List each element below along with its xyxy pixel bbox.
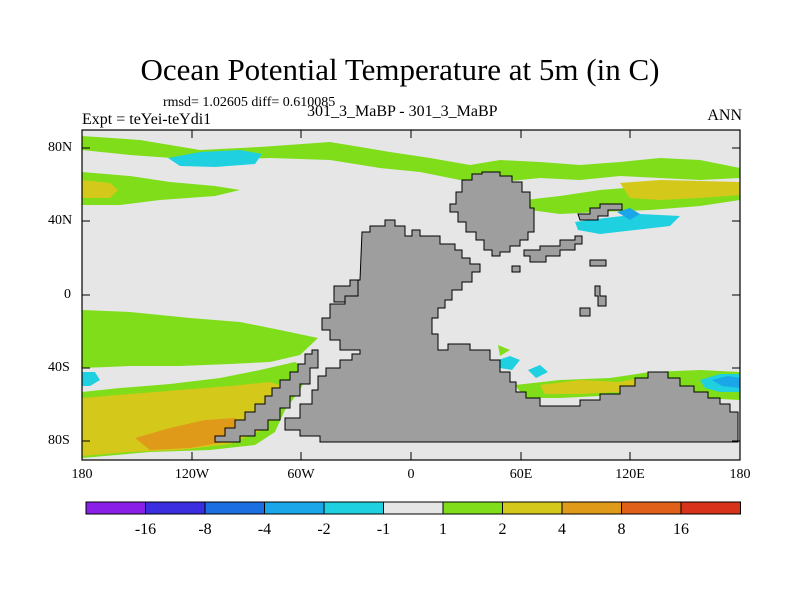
y-tick-label: 80S <box>48 433 70 448</box>
colorbar-label: 8 <box>617 521 626 538</box>
anomaly-region <box>617 208 640 220</box>
anomaly-region <box>168 150 262 167</box>
anomaly-region <box>620 180 740 200</box>
colorbar-box <box>442 501 503 515</box>
colorbar-box <box>85 501 146 515</box>
x-tick-label: 180 <box>71 467 93 482</box>
colorbar-box <box>323 501 384 515</box>
colorbar-box <box>621 501 682 515</box>
season-label: ANN <box>707 107 742 124</box>
x-tick-label: 60E <box>509 467 533 482</box>
anomaly-region <box>82 136 740 182</box>
colorbar-box <box>680 501 741 515</box>
anomaly-region <box>575 214 680 234</box>
land-mass <box>589 259 607 267</box>
colorbar-label: 2 <box>498 521 507 538</box>
land-mass <box>511 265 521 273</box>
y-tick-label: 40N <box>48 213 73 228</box>
colorbar-box <box>264 501 325 515</box>
land-mass <box>333 279 359 303</box>
colorbar-label: -1 <box>376 521 391 538</box>
anomaly-region <box>498 356 520 370</box>
y-tick-label: 0 <box>64 287 71 302</box>
colorbar-label: -16 <box>134 521 157 538</box>
colorbar <box>85 501 741 515</box>
anomaly-region <box>712 376 740 388</box>
land-mass <box>284 219 739 443</box>
experiment-label: Expt = teYei-teYdi1 <box>82 111 212 128</box>
colorbar-box <box>561 501 622 515</box>
anomaly-region <box>82 180 118 198</box>
anomaly-region <box>528 365 548 378</box>
axis-ticks <box>81 130 741 460</box>
colorbar-box <box>502 501 563 515</box>
land-mass <box>523 235 583 263</box>
colorbar-box <box>204 501 265 515</box>
x-tick-label: 120W <box>174 467 210 482</box>
land-mass <box>579 307 591 317</box>
colorbar-box <box>383 501 444 515</box>
x-tick-label: 0 <box>407 467 415 482</box>
map-panel <box>81 129 741 461</box>
colorbar-label: 1 <box>439 521 447 538</box>
land-mass <box>577 203 623 221</box>
colorbar-label: 4 <box>558 521 566 538</box>
x-tick-label: 180 <box>729 467 751 482</box>
y-tick-label: 40S <box>48 360 70 375</box>
colorbar-label: -8 <box>198 521 212 538</box>
colorbar-label: -2 <box>317 521 331 538</box>
x-tick-label: 120E <box>615 467 645 482</box>
colorbar-label: -4 <box>257 521 272 538</box>
case-label: 301_3_MaBP - 301_3_MaBP <box>307 103 498 120</box>
x-tick-label: 60W <box>287 467 315 482</box>
stats-label: rmsd= 1.02605 diff= 0.610085 <box>163 95 336 110</box>
land-mass <box>214 349 319 443</box>
anomaly-region <box>82 310 318 368</box>
anomaly-region <box>498 345 510 356</box>
colorbar-box <box>145 501 206 515</box>
y-tick-label: 80N <box>48 140 73 155</box>
anomaly-region <box>82 172 240 205</box>
land-mass <box>449 171 535 257</box>
land-mass <box>594 285 607 307</box>
colorbar-label: 16 <box>673 521 689 538</box>
anomaly-region <box>82 372 100 386</box>
plot-title: Ocean Potential Temperature at 5m (in C) <box>140 52 660 87</box>
